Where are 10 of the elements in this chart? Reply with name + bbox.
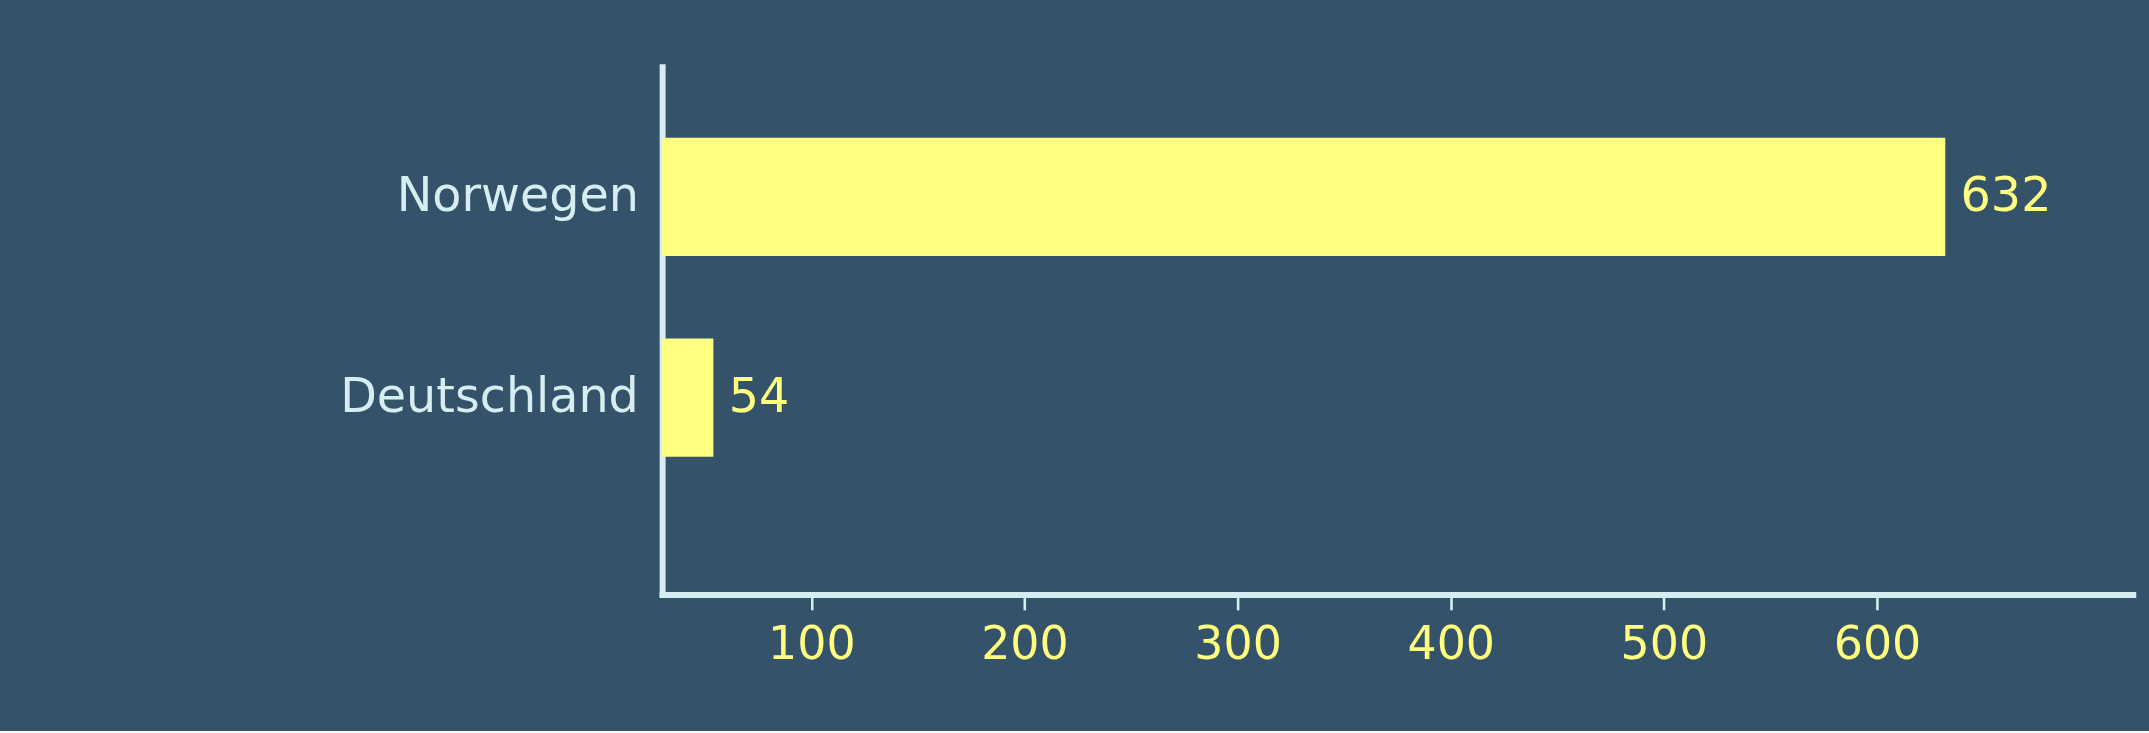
x-tick-label: 600 bbox=[1833, 615, 1922, 670]
x-tick-label: 500 bbox=[1620, 615, 1709, 670]
y-tick-label: Deutschland bbox=[340, 368, 639, 424]
data-label: 54 bbox=[728, 368, 790, 424]
data-label: 632 bbox=[1960, 167, 2052, 223]
x-tick-label: 200 bbox=[981, 615, 1069, 670]
x-tick-label: 300 bbox=[1194, 615, 1282, 670]
x-tick-label: 400 bbox=[1407, 615, 1496, 670]
y-tick-label: Norwegen bbox=[396, 167, 639, 223]
x-tick-label: 100 bbox=[768, 615, 856, 670]
